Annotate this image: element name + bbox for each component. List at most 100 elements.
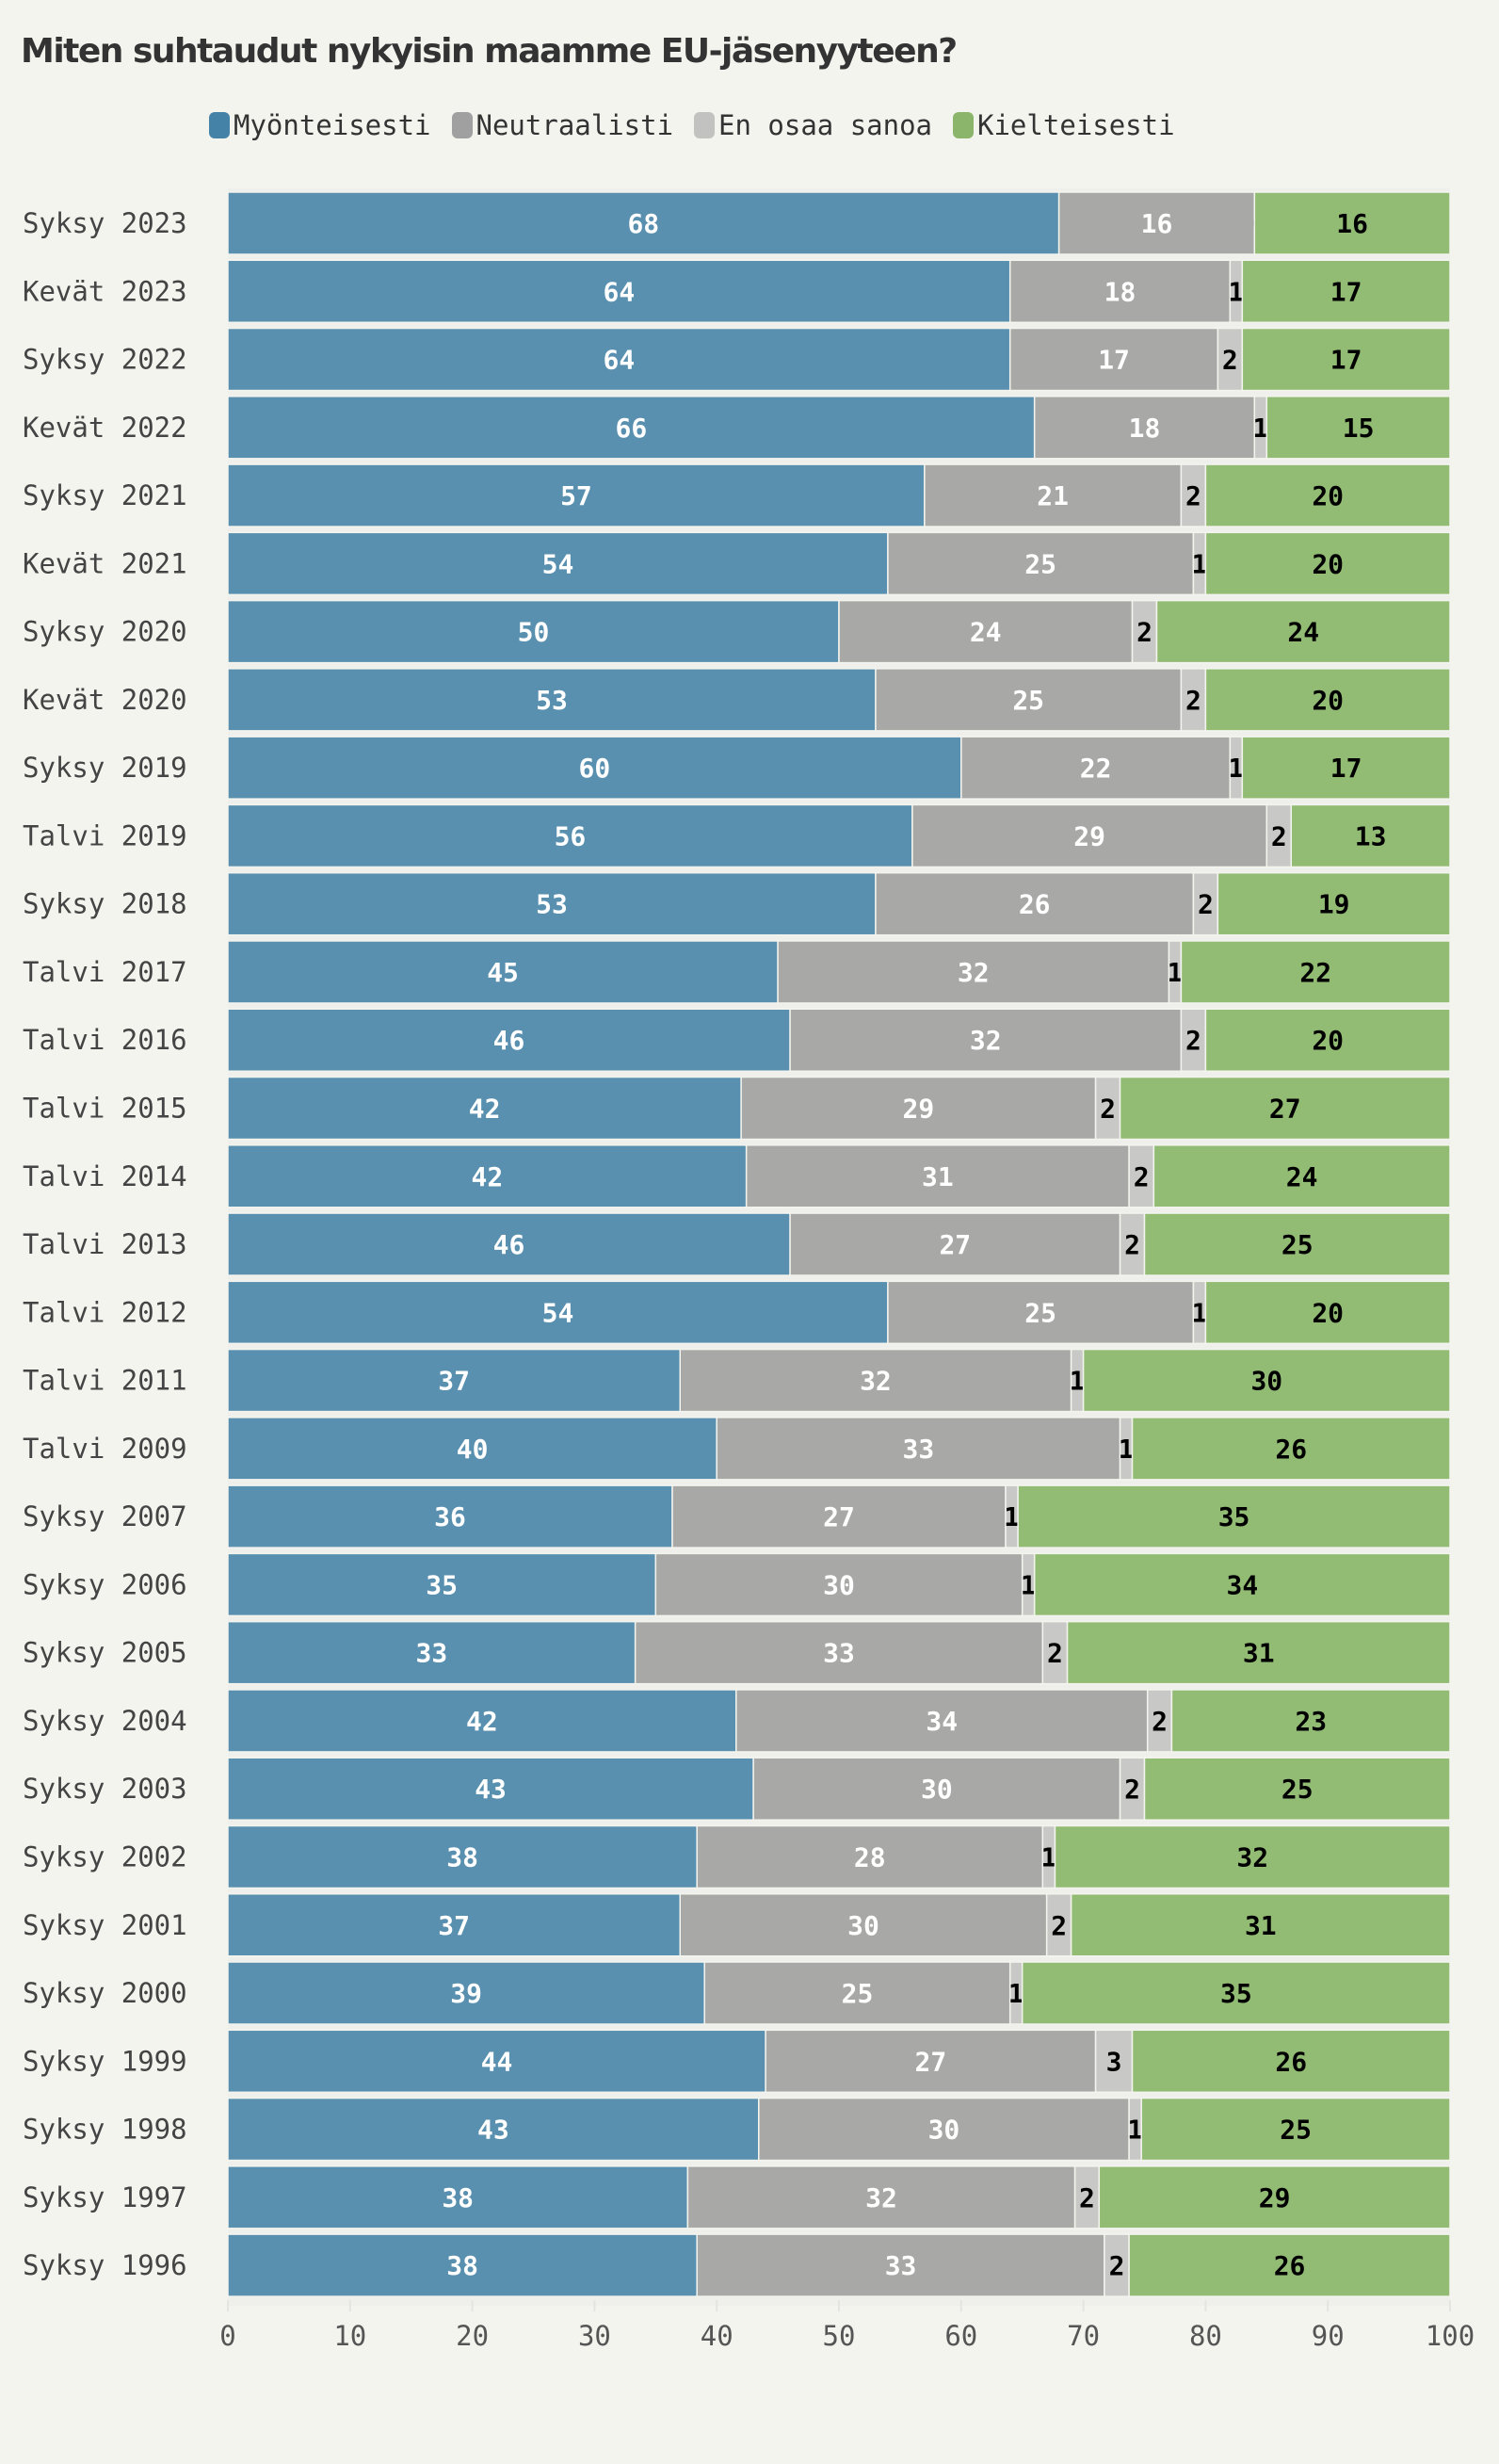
data-label: 13 bbox=[1355, 820, 1387, 851]
data-label: 34 bbox=[1226, 1569, 1258, 1600]
legend-swatch bbox=[209, 112, 230, 138]
data-label: 1 bbox=[1168, 957, 1184, 988]
data-label: 38 bbox=[442, 2182, 474, 2213]
row-label: Syksy 2007 bbox=[23, 1500, 187, 1532]
data-label: 19 bbox=[1318, 889, 1350, 920]
bar-segment bbox=[1094, 2029, 1134, 2094]
bar-segment bbox=[1021, 1961, 1451, 2025]
data-label: 24 bbox=[970, 617, 1002, 648]
legend-swatch bbox=[694, 112, 716, 138]
data-label: 46 bbox=[493, 1025, 525, 1056]
bar-segment bbox=[1265, 396, 1451, 460]
bar-segment bbox=[227, 2233, 698, 2297]
bar-segment bbox=[911, 803, 1268, 868]
data-label: 35 bbox=[1218, 1501, 1250, 1532]
data-label: 32 bbox=[958, 957, 990, 988]
data-label: 16 bbox=[1141, 208, 1173, 239]
bar-segment bbox=[745, 1144, 1130, 1208]
row-label: Syksy 2022 bbox=[23, 344, 187, 376]
data-label: 54 bbox=[542, 548, 574, 579]
data-label: 33 bbox=[823, 1638, 855, 1669]
bar-segment bbox=[671, 1484, 1007, 1548]
data-label: 24 bbox=[1286, 1161, 1318, 1192]
bar-segment bbox=[227, 1961, 705, 2025]
row-label: Talvi 2011 bbox=[23, 1365, 187, 1397]
bar-segment bbox=[227, 2165, 689, 2229]
bar-segment bbox=[1143, 1212, 1451, 1276]
bar-segment bbox=[227, 1417, 717, 1481]
data-label: 40 bbox=[457, 1434, 489, 1465]
data-label: 2 bbox=[1185, 1025, 1201, 1056]
data-label: 28 bbox=[854, 1841, 886, 1872]
data-label: 25 bbox=[1012, 685, 1044, 716]
row-label: Syksy 2000 bbox=[23, 1977, 187, 2009]
bar-segment bbox=[1041, 1620, 1069, 1685]
data-label: 1 bbox=[1191, 548, 1207, 579]
row-label: Syksy 2001 bbox=[23, 1909, 187, 1941]
bar-segment bbox=[1170, 1689, 1451, 1753]
bar-segment bbox=[227, 531, 889, 596]
bar-segment bbox=[227, 599, 840, 664]
bar-segment bbox=[703, 1961, 1011, 2025]
bar-segment bbox=[1131, 2029, 1451, 2094]
data-label: 44 bbox=[481, 2046, 513, 2077]
row-label: Syksy 2020 bbox=[23, 616, 187, 648]
legend-label: Myönteisesti bbox=[234, 109, 431, 141]
x-tick-label: 70 bbox=[1067, 2320, 1100, 2352]
row-label: Kevät 2022 bbox=[23, 412, 187, 444]
bar-segment bbox=[1253, 191, 1451, 255]
bar-segment bbox=[1180, 463, 1207, 527]
row-label: Talvi 2013 bbox=[23, 1228, 187, 1260]
data-label: 2 bbox=[1185, 480, 1201, 511]
row-label: Syksy 2018 bbox=[23, 888, 187, 920]
data-label: 3 bbox=[1106, 2046, 1122, 2077]
bar-segment bbox=[735, 1689, 1149, 1753]
data-label: 1 bbox=[1021, 1569, 1037, 1600]
bar-segment bbox=[1180, 668, 1207, 732]
data-label: 43 bbox=[475, 1774, 507, 1805]
bar-segment bbox=[227, 396, 1036, 460]
bar-segment bbox=[1098, 2165, 1451, 2229]
legend-item: En osaa sanoa bbox=[694, 109, 932, 141]
data-label: 20 bbox=[1312, 548, 1344, 579]
data-label: 57 bbox=[560, 480, 592, 511]
row-label: Syksy 2002 bbox=[23, 1840, 187, 1872]
row-label: Syksy 2004 bbox=[23, 1705, 187, 1737]
bar-segment bbox=[227, 871, 877, 936]
bar-segment bbox=[227, 1008, 791, 1072]
data-label: 53 bbox=[536, 889, 568, 920]
data-label: 26 bbox=[1274, 2250, 1306, 2281]
bar-segment bbox=[1045, 1893, 1072, 1957]
bar-segment bbox=[1192, 871, 1219, 936]
bar-segment bbox=[654, 1552, 1024, 1617]
x-tick-label: 40 bbox=[701, 2320, 733, 2352]
bar-segment bbox=[227, 1212, 791, 1276]
data-label: 2 bbox=[1134, 1161, 1150, 1192]
data-label: 1 bbox=[1228, 753, 1244, 784]
data-label: 2 bbox=[1222, 345, 1238, 376]
data-label: 1 bbox=[1228, 276, 1244, 307]
data-label: 17 bbox=[1330, 276, 1362, 307]
legend-item: Neutraalisti bbox=[451, 109, 673, 141]
bar-segment bbox=[1033, 1552, 1451, 1617]
data-label: 46 bbox=[493, 1229, 525, 1260]
data-label: 66 bbox=[615, 413, 647, 444]
row-label: Syksy 2005 bbox=[23, 1637, 187, 1669]
data-label: 32 bbox=[860, 1366, 892, 1397]
data-label: 42 bbox=[466, 1706, 498, 1737]
x-tick-label: 30 bbox=[578, 2320, 611, 2352]
bar-segment bbox=[634, 1620, 1044, 1685]
data-label: 33 bbox=[415, 1638, 447, 1669]
bar-segment bbox=[1290, 803, 1451, 868]
legend-swatch bbox=[953, 112, 975, 138]
row-label: Syksy 2006 bbox=[23, 1568, 187, 1600]
data-label: 39 bbox=[450, 1978, 482, 2009]
row-label: Talvi 2015 bbox=[23, 1093, 187, 1125]
bar-segment bbox=[1204, 463, 1451, 527]
data-label: 26 bbox=[1275, 1434, 1307, 1465]
data-label: 20 bbox=[1312, 480, 1344, 511]
bar-segment bbox=[1143, 1757, 1451, 1821]
data-label: 31 bbox=[1243, 1638, 1275, 1669]
data-label: 18 bbox=[1129, 413, 1161, 444]
row-label: Syksy 1996 bbox=[23, 2249, 187, 2281]
